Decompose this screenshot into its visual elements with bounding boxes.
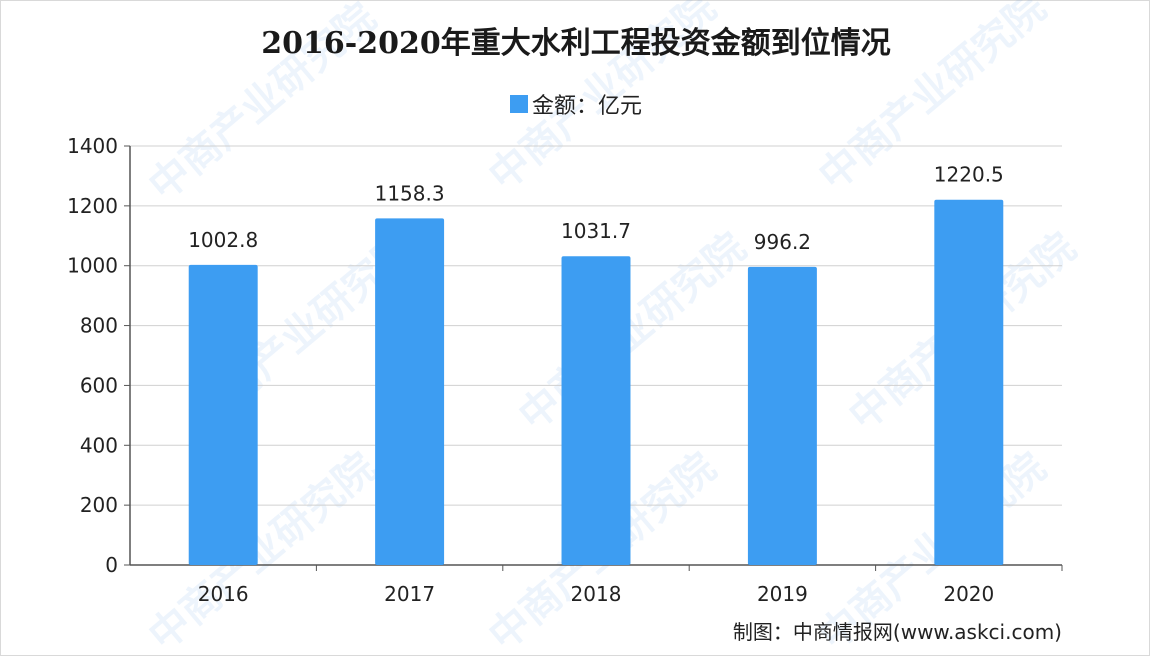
y-tick-label: 1200 <box>67 194 118 218</box>
legend-label: 金额：亿元 <box>531 94 642 119</box>
legend: 金额：亿元 <box>0 88 1152 120</box>
y-tick-label: 1000 <box>67 254 118 278</box>
bar <box>934 199 1004 565</box>
y-tick-label: 400 <box>80 433 118 457</box>
y-tick-label: 600 <box>80 373 118 397</box>
bar <box>561 256 631 565</box>
y-tick-label: 0 <box>105 553 118 577</box>
bar <box>375 218 445 566</box>
y-tick-label: 200 <box>80 493 118 517</box>
bar <box>747 266 817 565</box>
y-tick-label: 800 <box>80 314 118 338</box>
x-tick-label: 2019 <box>757 582 808 606</box>
data-label: 1158.3 <box>375 181 445 205</box>
bar <box>188 264 258 565</box>
x-tick-label: 2020 <box>943 582 994 606</box>
x-tick-label: 2016 <box>198 582 249 606</box>
source-credit: 制图：中商情报网(www.askci.com) <box>732 620 1062 644</box>
data-label: 1031.7 <box>561 219 631 243</box>
y-tick-label: 1400 <box>67 134 118 158</box>
data-label: 1002.8 <box>188 228 258 252</box>
x-tick-label: 2017 <box>384 582 435 606</box>
data-label: 996.2 <box>754 230 811 254</box>
legend-swatch <box>509 95 528 113</box>
data-label: 1220.5 <box>934 163 1004 187</box>
x-tick-label: 2018 <box>571 582 622 606</box>
chart-title: 2016-2020年重大水利工程投资金额到位情况 <box>261 26 891 61</box>
